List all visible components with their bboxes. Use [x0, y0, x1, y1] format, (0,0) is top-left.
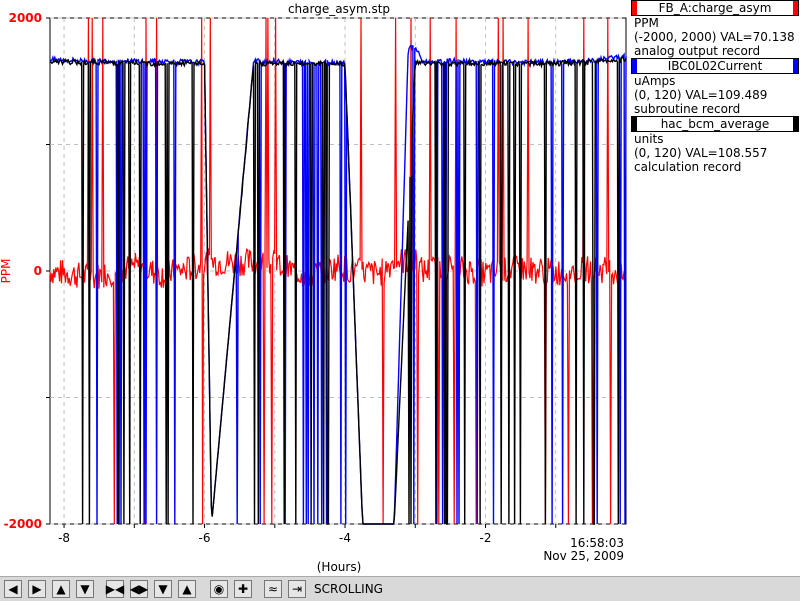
zoom-x-out-icon[interactable]: ◀▶ [129, 580, 149, 598]
legend-name: hac_bcm_average [660, 117, 770, 131]
legend-range: (0, 120) VAL=108.557 [634, 146, 768, 160]
y-axis-label: PPM [0, 259, 13, 284]
arrow-up-icon[interactable]: ▲ [52, 580, 70, 598]
chart-title: charge_asym.stp [288, 2, 390, 16]
scroll-mode-icon[interactable]: ≈ [264, 580, 282, 598]
status-label: SCROLLING [314, 582, 383, 596]
zoom-x-in-icon[interactable]: ▶◀ [105, 580, 125, 598]
legend-swatch [632, 59, 637, 73]
arrow-down-icon[interactable]: ▼ [76, 580, 94, 598]
legend-swatch [632, 1, 637, 15]
legend-entry-current[interactable]: IBC0L02Current uAmps (0, 120) VAL=109.48… [630, 58, 800, 116]
toolbar: ◀ ▶ ▲ ▼ ▶◀ ◀▶ ▼ ▲ ◉ ✚ ≈ ⇥ SCROLLING [0, 576, 800, 601]
pan-crosshair-icon[interactable]: ✚ [234, 580, 252, 598]
x-end-time: 16:58:03 [570, 536, 624, 550]
y-tick-label: -2000 [4, 517, 42, 531]
legend-swatch [793, 1, 798, 15]
x-tick-label: -8 [58, 531, 70, 545]
legend-swatch [793, 59, 798, 73]
x-end-date: Nov 25, 2009 [543, 549, 624, 563]
legend-entry-bcm[interactable]: hac_bcm_average units (0, 120) VAL=108.5… [630, 116, 800, 174]
legend-name-box[interactable]: hac_bcm_average [631, 116, 799, 132]
zoom-y-in-icon[interactable]: ▼ [154, 580, 172, 598]
zoom-y-out-icon[interactable]: ▲ [178, 580, 196, 598]
series-line-bcm [50, 55, 627, 525]
time-jump-icon[interactable]: ⇥ [288, 580, 306, 598]
legend-record: analog output record [634, 44, 761, 58]
legend-name: IBC0L02Current [667, 59, 763, 73]
arrow-left-icon[interactable]: ◀ [4, 580, 22, 598]
y-tick-label: 0 [34, 264, 42, 278]
legend-record: calculation record [634, 160, 742, 174]
zoom-box-icon[interactable]: ◉ [210, 580, 228, 598]
legend-swatch [632, 117, 637, 131]
legend-name-box[interactable]: FB_A:charge_asym [631, 0, 799, 16]
legend-units: PPM [634, 16, 659, 30]
legend-units: units [634, 132, 664, 146]
x-tick-label: -6 [199, 531, 211, 545]
legend-range: (-2000, 2000) VAL=70.138 [634, 30, 795, 44]
legend-record: subroutine record [634, 102, 741, 116]
arrow-right-icon[interactable]: ▶ [28, 580, 46, 598]
x-tick-label: -4 [339, 531, 351, 545]
legend-name: FB_A:charge_asym [658, 1, 772, 15]
series-group [49, 17, 627, 525]
legend-name-box[interactable]: IBC0L02Current [631, 58, 799, 74]
legend-units: uAmps [634, 74, 676, 88]
legend-range: (0, 120) VAL=109.489 [634, 88, 768, 102]
legend-swatch [793, 117, 798, 131]
chart: charge_asym.stp 2000 0 -2000 -8 -6 -4 -2 PPM (… [0, 2, 627, 574]
x-tick-label: -2 [480, 531, 492, 545]
series-line-charge-asym [49, 17, 627, 525]
legend-entry-charge-asym[interactable]: FB_A:charge_asym PPM (-2000, 2000) VAL=7… [630, 0, 800, 58]
x-axis-label: (Hours) [317, 560, 362, 574]
y-tick-label: 2000 [9, 11, 42, 25]
axes: 2000 0 -2000 -8 -6 -4 -2 [4, 11, 557, 545]
legend: FB_A:charge_asym PPM (-2000, 2000) VAL=7… [630, 0, 800, 174]
